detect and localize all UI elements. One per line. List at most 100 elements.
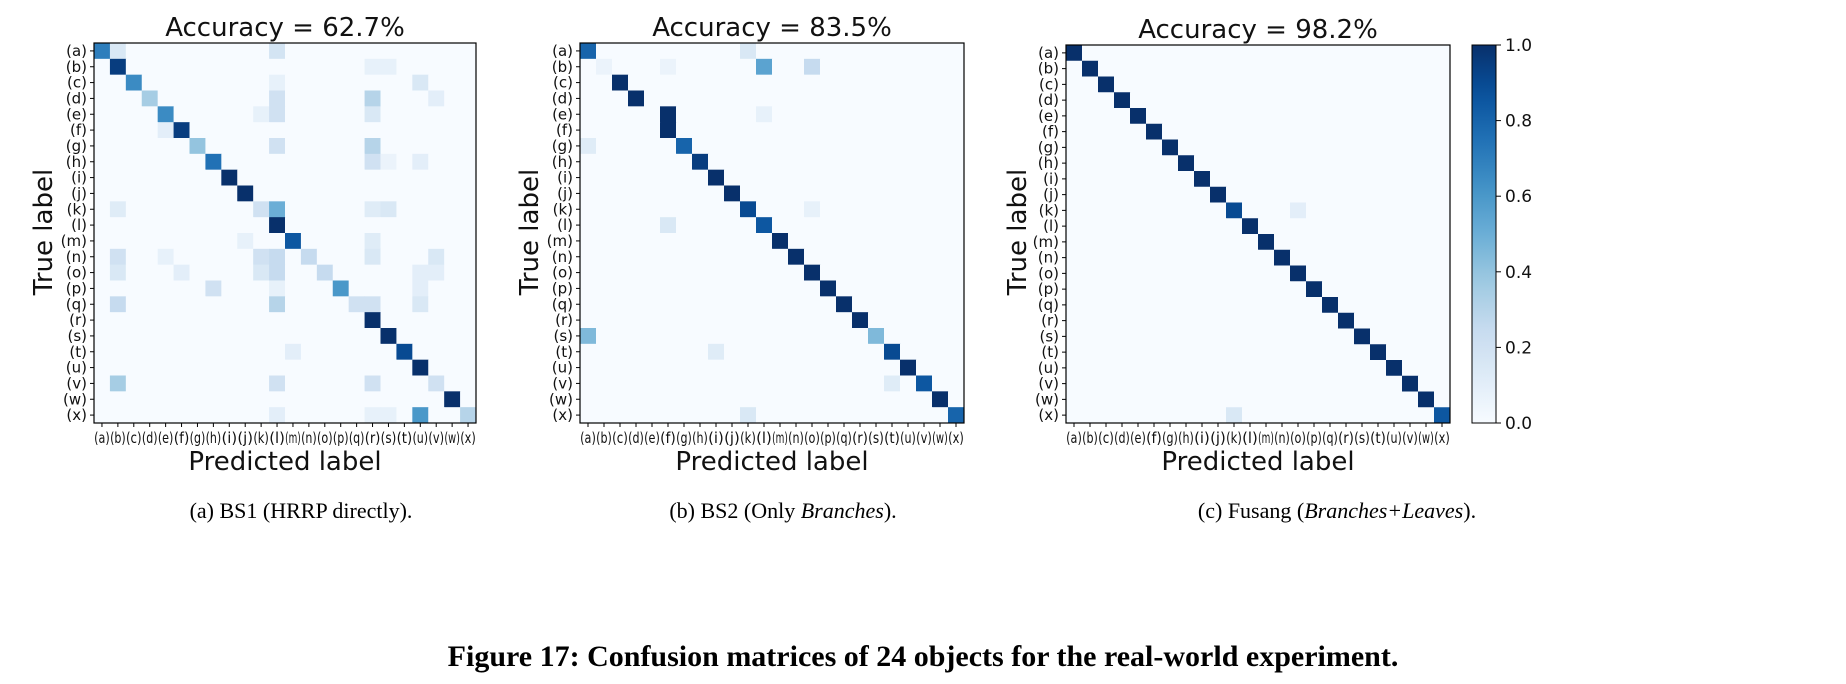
heatmap-cell bbox=[724, 217, 741, 234]
heatmap-cell bbox=[932, 74, 949, 91]
heatmap-cell bbox=[428, 407, 445, 424]
heatmap-cell bbox=[1066, 60, 1083, 77]
heatmap-cell bbox=[1130, 265, 1147, 282]
heatmap-cell bbox=[396, 217, 413, 234]
x-tick-label: (f) bbox=[174, 429, 190, 447]
heatmap-cell bbox=[596, 264, 613, 281]
heatmap-cell bbox=[804, 280, 821, 297]
heatmap-cell bbox=[596, 407, 613, 424]
x-tick-label: (j) bbox=[237, 429, 253, 447]
y-tick-label: (v) bbox=[1038, 375, 1059, 393]
heatmap-cell bbox=[348, 233, 365, 250]
heatmap-cell bbox=[1226, 139, 1243, 156]
heatmap-cell bbox=[173, 328, 190, 345]
heatmap-cell bbox=[1290, 60, 1307, 77]
heatmap-cell bbox=[772, 280, 789, 297]
heatmap-cell bbox=[1210, 344, 1227, 361]
heatmap-cell bbox=[1178, 375, 1195, 392]
heatmap-cell bbox=[1274, 92, 1291, 109]
heatmap-cell bbox=[1274, 218, 1291, 235]
x-tick-label: (b) bbox=[110, 429, 126, 447]
heatmap-cell bbox=[916, 74, 933, 91]
heatmap-cell bbox=[1066, 344, 1083, 361]
heatmap-cell bbox=[644, 296, 661, 313]
heatmap-cell bbox=[125, 122, 143, 139]
heatmap-cell bbox=[1354, 139, 1371, 156]
heatmap-cell bbox=[141, 359, 159, 376]
heatmap-cell bbox=[804, 58, 821, 76]
heatmap-cell bbox=[1402, 171, 1419, 188]
heatmap-cell bbox=[253, 43, 270, 60]
heatmap-cell bbox=[300, 122, 318, 139]
heatmap-cell bbox=[1306, 360, 1323, 377]
heatmap-cell bbox=[1242, 234, 1259, 251]
y-tick-label: (d) bbox=[552, 89, 573, 107]
heatmap-cell bbox=[157, 280, 174, 297]
heatmap-cell bbox=[189, 343, 206, 361]
heatmap-cell bbox=[692, 153, 709, 171]
heatmap-cell bbox=[348, 312, 365, 329]
heatmap-cell bbox=[1386, 297, 1403, 314]
colorbar-tick-label: 0.2 bbox=[1505, 338, 1532, 358]
heatmap-cell bbox=[772, 185, 789, 202]
heatmap-cell bbox=[1338, 391, 1355, 408]
heatmap-cell bbox=[1210, 312, 1227, 329]
heatmap-cell bbox=[756, 217, 773, 234]
heatmap-cell bbox=[316, 407, 334, 424]
heatmap-cell bbox=[1178, 123, 1195, 140]
y-tick-label: (q) bbox=[552, 295, 573, 313]
heatmap-cell bbox=[628, 169, 645, 186]
heatmap-cell bbox=[1258, 312, 1275, 329]
heatmap-cell bbox=[125, 312, 143, 329]
heatmap-cell bbox=[1274, 108, 1291, 125]
heatmap-cell bbox=[412, 122, 429, 139]
heatmap-cell bbox=[332, 106, 350, 123]
heatmap-cell bbox=[1194, 360, 1211, 377]
heatmap-cell bbox=[364, 391, 381, 408]
heatmap-cell bbox=[1370, 360, 1387, 377]
heatmap-cell bbox=[788, 248, 805, 266]
heatmap-cell bbox=[676, 375, 693, 392]
heatmap-cell bbox=[1274, 123, 1291, 140]
heatmap-cell bbox=[1162, 171, 1179, 188]
heatmap-cell bbox=[1066, 234, 1083, 251]
heatmap-cell bbox=[444, 280, 461, 297]
heatmap-cell bbox=[1290, 297, 1307, 314]
heatmap-cell bbox=[1146, 249, 1163, 266]
heatmap-cell bbox=[724, 201, 741, 218]
heatmap-cell bbox=[1274, 391, 1291, 408]
heatmap-cell bbox=[580, 169, 597, 186]
heatmap-cell bbox=[596, 122, 613, 139]
heatmap-cell bbox=[300, 74, 318, 91]
heatmap-cell bbox=[756, 264, 773, 281]
heatmap-cell bbox=[868, 169, 885, 186]
heatmap-cell bbox=[884, 185, 901, 202]
heatmap-cell bbox=[189, 43, 206, 60]
heatmap-cell bbox=[1258, 249, 1275, 266]
heatmap-cell bbox=[788, 58, 805, 76]
heatmap-cell bbox=[596, 43, 613, 60]
heatmap-cell bbox=[1338, 328, 1355, 345]
y-tick-label: (n) bbox=[66, 248, 87, 266]
x-tick-label: (s) bbox=[1354, 429, 1370, 447]
heatmap-cell bbox=[692, 296, 709, 313]
heatmap-cell bbox=[157, 122, 174, 139]
heatmap-cell bbox=[692, 312, 709, 329]
heatmap-cell bbox=[932, 169, 949, 186]
heatmap-cell bbox=[1194, 344, 1211, 361]
subcaption-c-italic: Branches+Leaves bbox=[1304, 498, 1464, 523]
heatmap-cell bbox=[1210, 76, 1227, 93]
heatmap-cell bbox=[948, 153, 965, 171]
heatmap-cell bbox=[1162, 234, 1179, 251]
heatmap-cell bbox=[109, 343, 127, 361]
heatmap-cell bbox=[1274, 186, 1291, 203]
heatmap-cell bbox=[1290, 407, 1307, 424]
heatmap-cell bbox=[173, 74, 190, 91]
heatmap-cell bbox=[900, 106, 917, 123]
heatmap-cell bbox=[596, 185, 613, 202]
heatmap-cell bbox=[380, 312, 397, 329]
heatmap-cell bbox=[756, 375, 773, 392]
heatmap-cell bbox=[580, 138, 597, 155]
heatmap-cell bbox=[1434, 186, 1451, 203]
heatmap-cell bbox=[428, 43, 445, 60]
